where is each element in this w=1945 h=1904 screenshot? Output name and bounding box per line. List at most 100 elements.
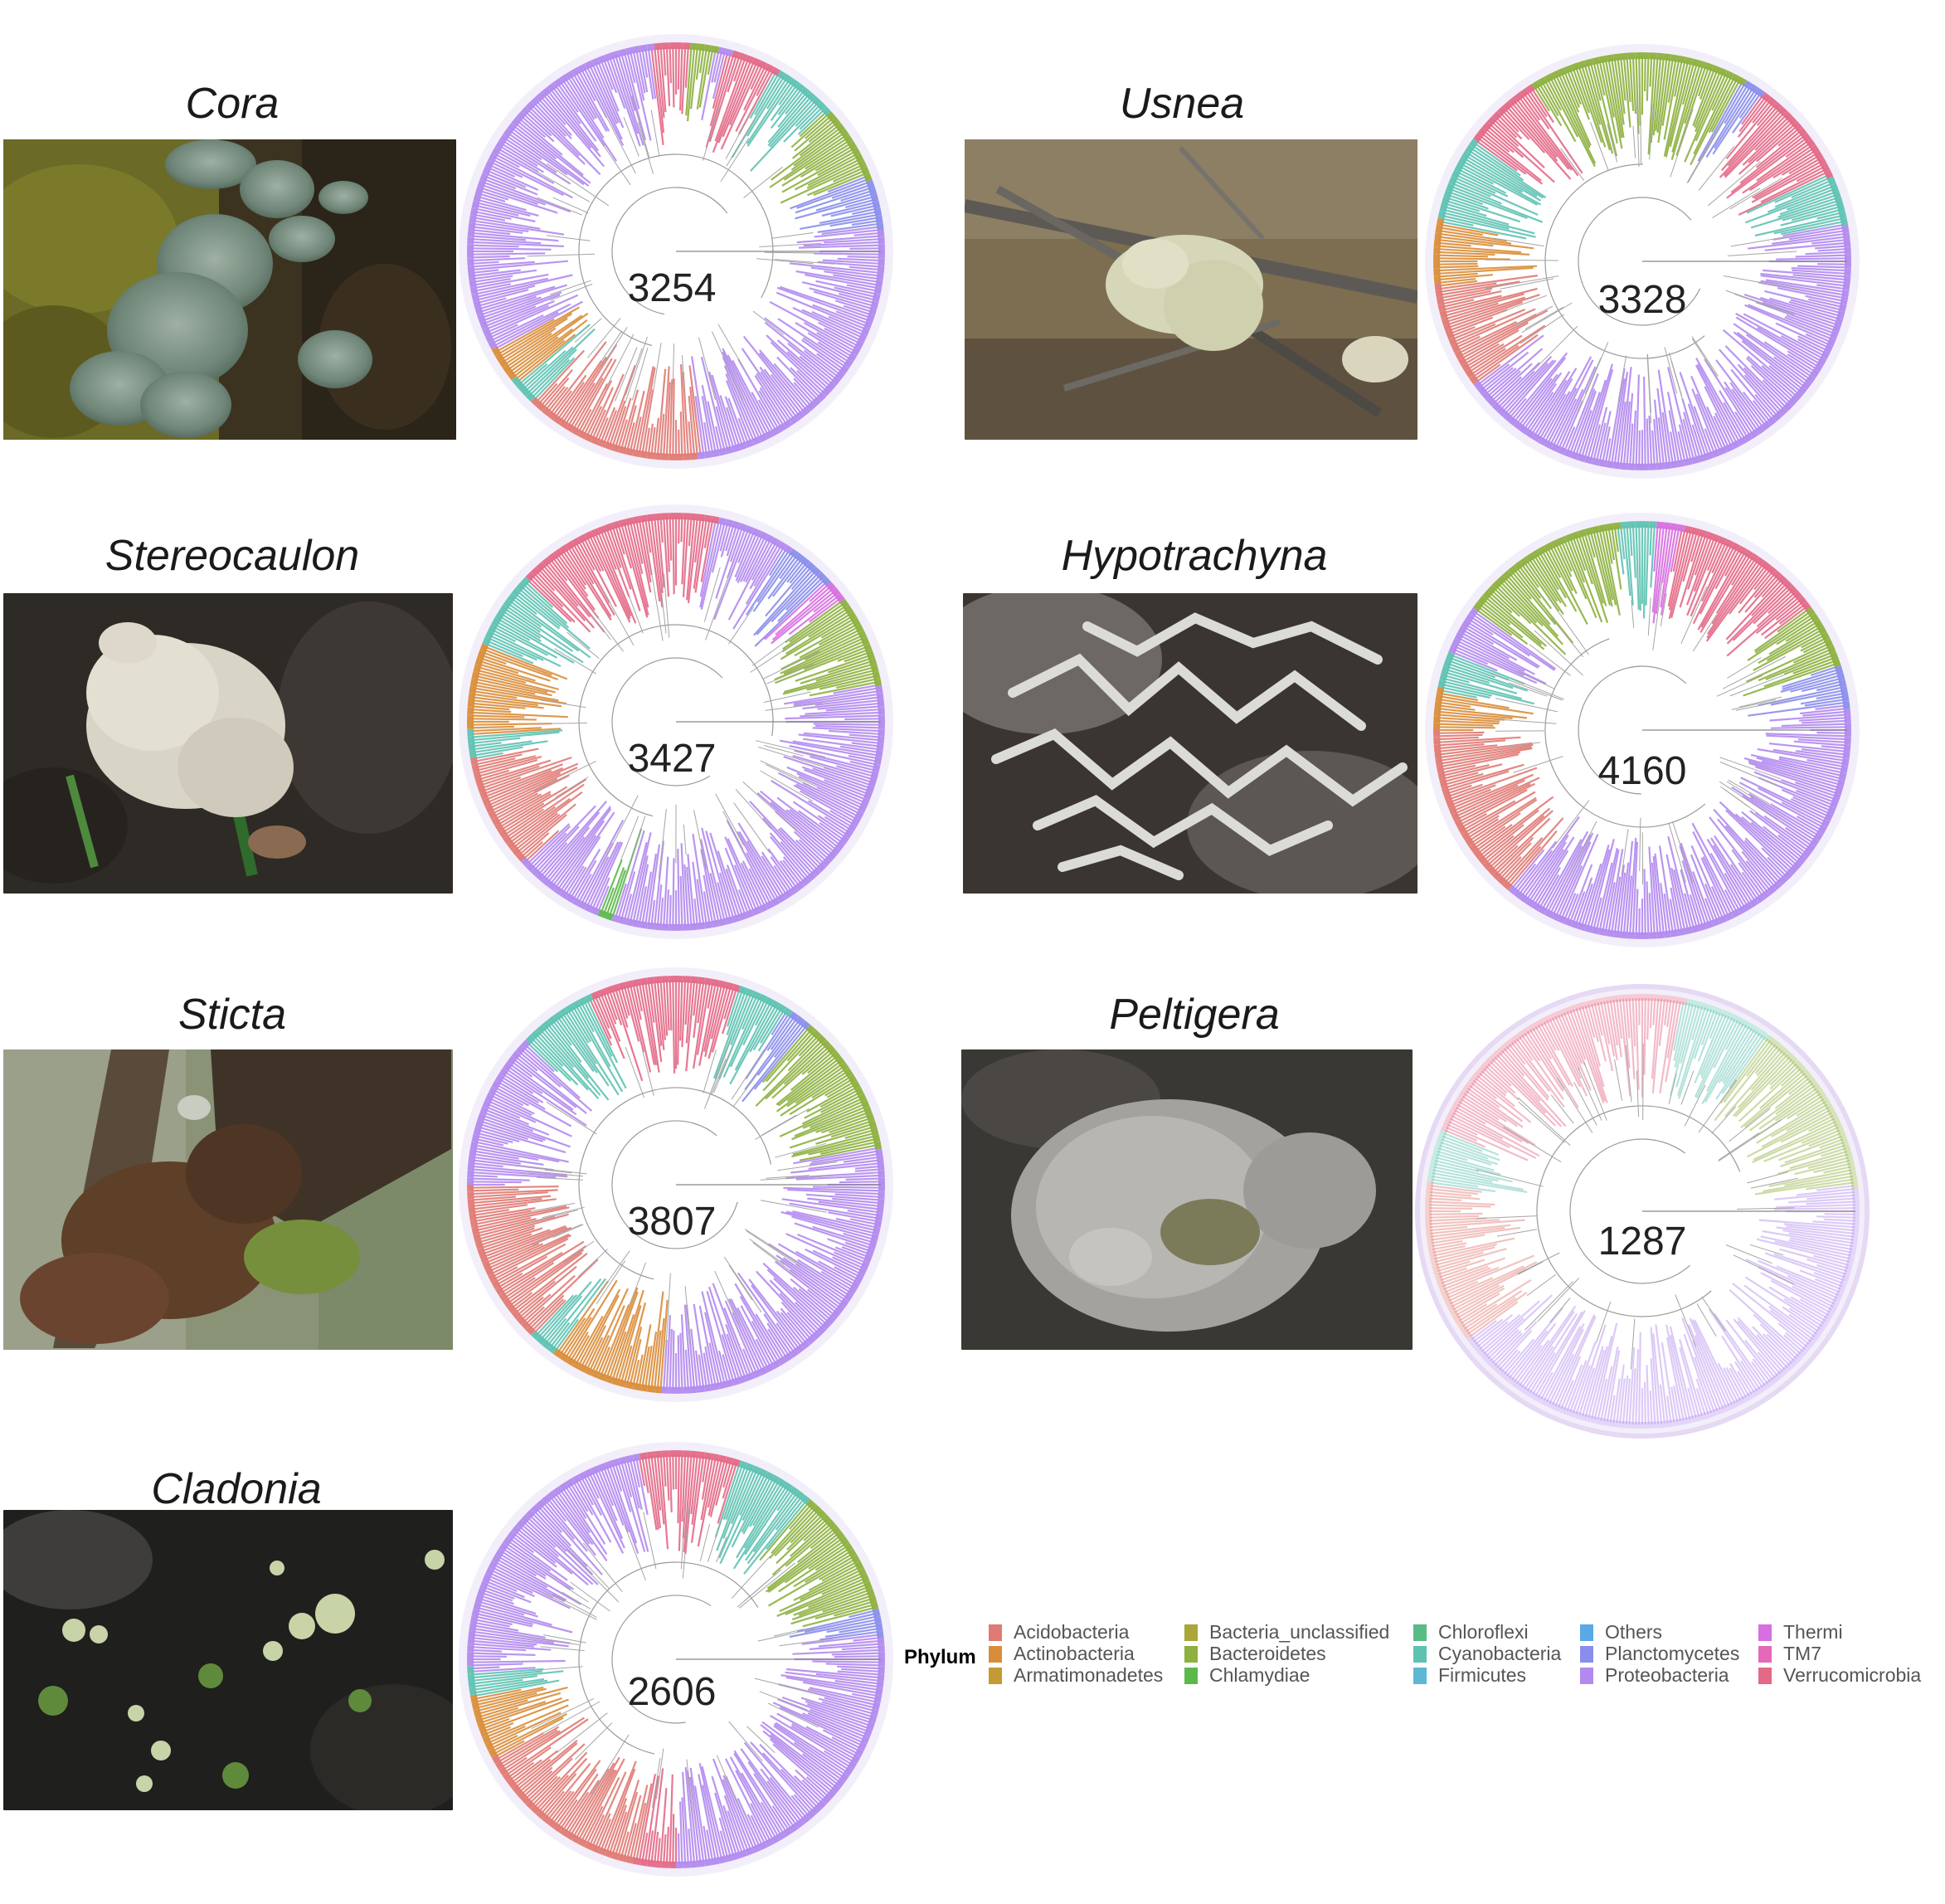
tree-leaf-branch <box>1569 1342 1597 1413</box>
tree-internal-branch <box>1723 275 1799 290</box>
tree-leaf-branch <box>1433 1166 1500 1182</box>
tree-leaf-branch <box>1539 83 1559 117</box>
tree-leaf-branch <box>824 1079 853 1097</box>
tree-rim-segment <box>597 988 607 997</box>
tree-leaf-branch <box>814 229 880 238</box>
tree-leaf-branch <box>1485 807 1551 864</box>
tree-rim-segment <box>858 804 868 814</box>
tree-rim-segment <box>1446 330 1455 340</box>
tree-leaf-branch <box>734 1002 771 1071</box>
tree-leaf-branch <box>513 812 558 848</box>
tree-rim-segment <box>1560 1406 1571 1416</box>
tree-rim-segment <box>1830 799 1839 809</box>
tree-rim-segment <box>717 46 727 56</box>
tree-leaf-branch <box>496 1558 548 1589</box>
tree-leaf-branch <box>1723 1367 1742 1401</box>
tree-rim-segment <box>494 822 505 833</box>
tree-leaf-branch <box>623 523 649 616</box>
tree-leaf-branch <box>1469 150 1544 199</box>
tree-rim-segment <box>1439 779 1448 788</box>
tree-leaf-branch <box>1438 744 1498 752</box>
tree-leaf-branch <box>1763 825 1803 859</box>
tree-leaf-branch <box>1479 809 1539 856</box>
tree-rim-segment <box>1826 645 1836 655</box>
tree-leaf-branch <box>1493 587 1532 625</box>
tree-leaf-branch <box>494 156 573 199</box>
tree-leaf-branch <box>647 1456 659 1530</box>
tree-leaf-branch <box>1438 239 1494 247</box>
tree-leaf-branch <box>1454 784 1519 815</box>
tree-leaf-branch <box>473 1204 528 1214</box>
tree-leaf-branch <box>1670 531 1695 618</box>
tree-leaf-branch <box>1813 1272 1844 1284</box>
tree-leaf-branch <box>1437 733 1483 738</box>
tree-leaf-branch <box>737 1272 795 1353</box>
tree-rim-segment <box>732 444 741 453</box>
tree-leaf-branch <box>506 1718 589 1776</box>
tree-rim-segment <box>477 314 486 324</box>
tree-leaf-branch <box>1461 1303 1498 1327</box>
tree-leaf-branch <box>471 1188 519 1192</box>
tree-leaf-branch <box>1710 886 1727 918</box>
tree-leaf-branch <box>1430 1224 1511 1234</box>
tree-leaf-branch <box>1578 66 1607 148</box>
tree-leaf-branch <box>480 1120 544 1142</box>
tree-leaf-branch <box>521 1523 560 1558</box>
tree-leaf-branch <box>518 813 567 855</box>
tree-leaf-branch <box>511 1292 533 1309</box>
tree-leaf-branch <box>550 1021 582 1063</box>
tree-rim-segment <box>591 1465 601 1475</box>
tree-leaf-branch <box>761 817 814 875</box>
tree-leaf-branch <box>737 533 761 584</box>
tree-leaf-branch <box>492 303 571 344</box>
tree-rim-segment <box>488 1561 498 1571</box>
tree-rim-segment <box>597 525 607 534</box>
tree-rim-segment <box>525 1508 536 1519</box>
tree-leaf-branch <box>1446 1280 1479 1297</box>
tree-internal-branch <box>546 163 609 207</box>
tree-leaf-branch <box>746 76 785 137</box>
tree-leaf-branch <box>1675 1006 1700 1088</box>
tree-leaf-branch <box>1673 1001 1685 1051</box>
tree-leaf-branch <box>722 1461 732 1488</box>
tree-leaf-branch <box>542 1027 601 1096</box>
tree-leaf-branch <box>834 1655 882 1658</box>
tree-rim-segment <box>1835 1122 1844 1132</box>
tree-leaf-branch <box>817 153 858 177</box>
tree-leaf-branch <box>484 175 517 190</box>
tree-leaf-branch <box>1756 592 1796 628</box>
tree-leaf-branch <box>1758 648 1831 682</box>
tree-internal-branch <box>1631 600 1635 629</box>
tree-leaf-branch <box>1786 191 1836 211</box>
tree-leaf-branch <box>485 767 564 801</box>
tree-leaf-branch <box>723 1794 746 1853</box>
tree-rim-segment <box>1441 786 1450 795</box>
tree-leaf-branch <box>1629 56 1635 111</box>
tree-rim-segment <box>577 996 588 1006</box>
tree-leaf-branch <box>525 1045 555 1073</box>
tree-leaf-branch <box>1699 553 1748 633</box>
tree-leaf-branch <box>552 1278 606 1350</box>
tree-rim-segment <box>565 422 576 433</box>
tree-rim-segment <box>1753 1026 1764 1037</box>
tree-leaf-branch <box>1763 660 1836 688</box>
tree-rim-segment <box>474 1240 484 1249</box>
tree-leaf-branch <box>1752 100 1771 124</box>
tree-rim-segment <box>1619 994 1628 1002</box>
tree-leaf-branch <box>1821 745 1847 750</box>
tree-rim-segment <box>1656 52 1665 61</box>
tree-leaf-branch <box>684 1767 696 1864</box>
tree-leaf-branch <box>1581 533 1604 604</box>
tree-rim-segment <box>577 533 588 543</box>
tree-rim-segment <box>611 50 620 59</box>
tree-leaf-branch <box>1464 626 1495 645</box>
tree-leaf-branch <box>1450 1261 1538 1305</box>
tree-leaf-branch <box>1750 1052 1786 1091</box>
tree-leaf-branch <box>771 1046 829 1099</box>
tree-leaf-branch <box>1733 331 1806 387</box>
tree-internal-branch <box>1476 1215 1537 1220</box>
tree-leaf-branch <box>824 1750 851 1768</box>
tree-leaf-branch <box>1670 64 1701 161</box>
tree-leaf-branch <box>1528 371 1571 433</box>
tree-leaf-branch <box>727 1298 763 1371</box>
